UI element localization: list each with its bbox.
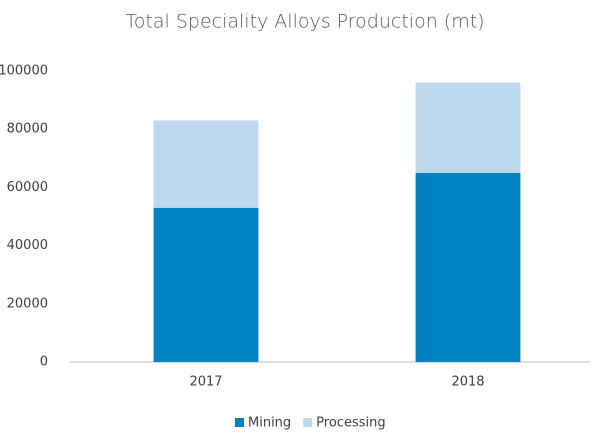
legend-swatch [303, 418, 313, 427]
bar-segment [415, 172, 521, 362]
y-tick-label: 0 [40, 355, 48, 370]
bar-segment [153, 120, 259, 208]
bar-segment [153, 207, 259, 362]
y-tick-label: 20000 [7, 296, 48, 311]
y-tick-label: 60000 [7, 180, 48, 195]
x-tick-label: 2018 [451, 375, 484, 390]
chart-title: Total Speciality Alloys Production (mt) [125, 11, 484, 33]
y-tick-label: 80000 [7, 122, 48, 137]
y-tick-label: 100000 [0, 64, 48, 79]
bar-segment [415, 82, 521, 173]
legend-label: Processing [316, 416, 385, 431]
legend-label: Mining [248, 416, 291, 431]
legend-swatch [235, 418, 244, 427]
x-tick-label: 2017 [189, 375, 222, 390]
y-tick-label: 40000 [7, 238, 48, 253]
